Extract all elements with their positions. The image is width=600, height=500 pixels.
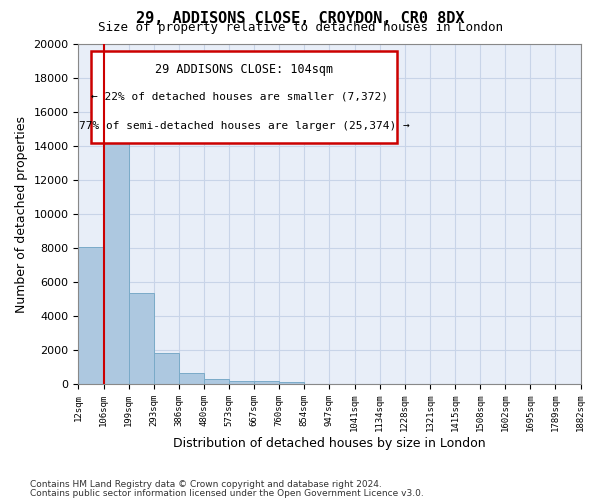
Text: ← 22% of detached houses are smaller (7,372): ← 22% of detached houses are smaller (7,…	[91, 92, 388, 102]
Text: Size of property relative to detached houses in London: Size of property relative to detached ho…	[97, 22, 503, 35]
Bar	[279, 382, 304, 384]
X-axis label: Distribution of detached houses by size in London: Distribution of detached houses by size …	[173, 437, 486, 450]
Bar	[254, 381, 279, 384]
Bar	[128, 293, 154, 384]
Bar	[229, 380, 254, 384]
Text: Contains public sector information licensed under the Open Government Licence v3: Contains public sector information licen…	[30, 488, 424, 498]
FancyBboxPatch shape	[91, 51, 397, 142]
Bar	[179, 373, 204, 384]
Text: 29, ADDISONS CLOSE, CROYDON, CR0 8DX: 29, ADDISONS CLOSE, CROYDON, CR0 8DX	[136, 11, 464, 26]
Bar	[154, 352, 179, 384]
Bar	[104, 102, 128, 384]
Bar	[204, 379, 229, 384]
Text: Contains HM Land Registry data © Crown copyright and database right 2024.: Contains HM Land Registry data © Crown c…	[30, 480, 382, 489]
Text: 29 ADDISONS CLOSE: 104sqm: 29 ADDISONS CLOSE: 104sqm	[155, 62, 333, 76]
Bar	[79, 247, 104, 384]
Y-axis label: Number of detached properties: Number of detached properties	[15, 116, 28, 312]
Text: 77% of semi-detached houses are larger (25,374) →: 77% of semi-detached houses are larger (…	[79, 121, 409, 131]
